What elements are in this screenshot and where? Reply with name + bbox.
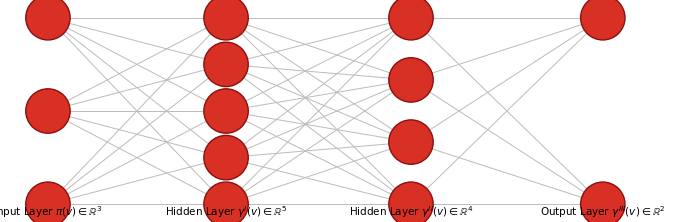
Ellipse shape: [389, 120, 433, 164]
Text: Hidden Layer $\gamma^{II}(v) \in \mathbb{R}^4$: Hidden Layer $\gamma^{II}(v) \in \mathbb…: [349, 204, 473, 220]
Ellipse shape: [389, 0, 433, 40]
Ellipse shape: [581, 182, 625, 222]
Text: Output Layer $\gamma^{III}(v) \in \mathbb{R}^2$: Output Layer $\gamma^{III}(v) \in \mathb…: [540, 204, 666, 220]
Ellipse shape: [26, 89, 70, 133]
Ellipse shape: [581, 0, 625, 40]
Ellipse shape: [26, 182, 70, 222]
Ellipse shape: [204, 89, 248, 133]
Ellipse shape: [204, 42, 248, 87]
Ellipse shape: [204, 135, 248, 180]
Ellipse shape: [389, 58, 433, 102]
Text: Hidden Layer $\gamma^{I}(v) \in \mathbb{R}^5$: Hidden Layer $\gamma^{I}(v) \in \mathbb{…: [165, 204, 287, 220]
Ellipse shape: [204, 182, 248, 222]
Ellipse shape: [204, 0, 248, 40]
Ellipse shape: [389, 182, 433, 222]
Text: Input Layer $\pi(v) \in \mathbb{R}^3$: Input Layer $\pi(v) \in \mathbb{R}^3$: [0, 204, 103, 220]
Ellipse shape: [26, 0, 70, 40]
